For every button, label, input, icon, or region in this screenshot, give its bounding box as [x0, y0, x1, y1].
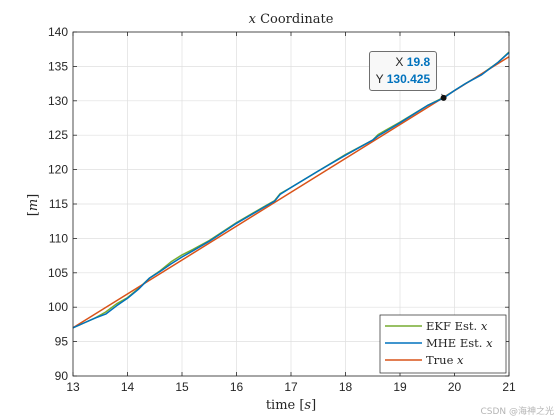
legend-label: EKF Est. x [426, 319, 488, 333]
tick-labels: 13 14 15 16 17 18 19 20 21 90 95 100 105 110 115 120 125… [48, 25, 516, 394]
x-tick-label: 16 [230, 380, 244, 394]
legend-box [379, 314, 507, 374]
y-tick-label: 110 [49, 231, 68, 245]
datatip-y-label: Y [375, 71, 384, 86]
y-tick-label: 90 [55, 369, 69, 383]
datatip-point [440, 94, 447, 101]
x-tick-label: 17 [284, 380, 298, 394]
x-tick-label: 21 [502, 380, 516, 394]
grid-lines [72, 31, 510, 377]
chart-title: x Coordinate [249, 12, 334, 27]
y-tick-label: 125 [48, 128, 68, 142]
x-tick-label: 14 [121, 380, 135, 394]
x-tick-label: 15 [175, 380, 189, 394]
y-tick-label: 135 [48, 59, 68, 73]
datatip-x-label: X [395, 54, 404, 69]
watermark: CSDN @海神之光 [480, 407, 554, 417]
legend: EKF Est. x MHE Est. x True x [379, 314, 507, 374]
y-tick-label: 95 [55, 335, 69, 349]
legend-label: True x [426, 353, 464, 367]
y-tick-label: 105 [48, 266, 68, 280]
datatip-box[interactable]: X 19.8 Y 130.425 [368, 50, 438, 91]
x-tick-label: 13 [66, 380, 80, 394]
y-tick-label: 115 [49, 197, 68, 211]
y-tick-label: 130 [48, 94, 68, 108]
datatip-x-value: 19.8 [406, 54, 431, 69]
y-tick-label: 120 [48, 163, 68, 177]
x-axis-label: time [s] [266, 398, 316, 413]
y-axis-label: [m] [26, 194, 41, 216]
x-tick-label: 18 [339, 380, 353, 394]
x-tick-label: 20 [448, 380, 462, 394]
legend-label: MHE Est. x [426, 336, 493, 350]
x-tick-label: 19 [393, 380, 407, 394]
y-tick-label: 140 [48, 25, 68, 39]
datatip-y-value: 130.425 [386, 71, 431, 86]
y-tick-label: 100 [48, 300, 68, 314]
datatip-marker[interactable] [440, 93, 447, 101]
